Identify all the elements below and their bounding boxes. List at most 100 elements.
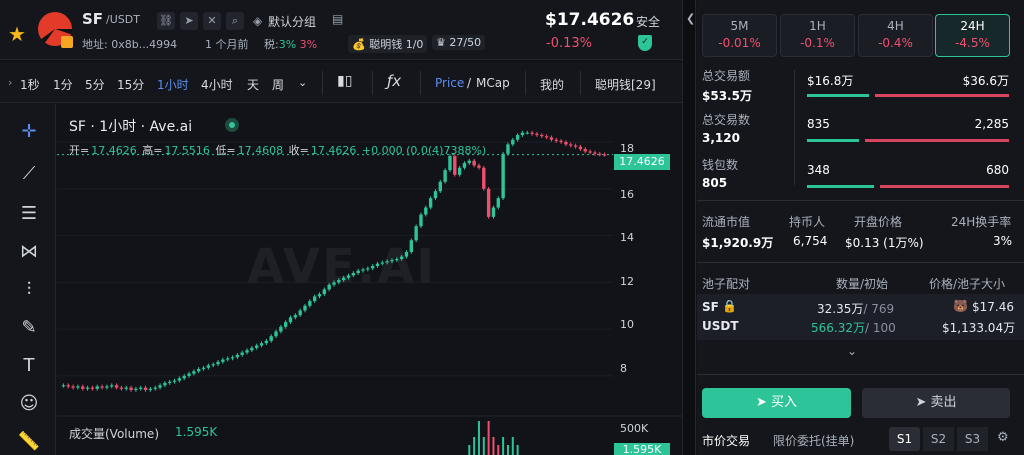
expand-left-icon[interactable]: › xyxy=(8,76,13,89)
wallet-sell-bar xyxy=(880,185,1009,188)
sell-label: 卖出 xyxy=(930,395,957,410)
volume-stat-value: $53.5万 xyxy=(702,89,752,103)
candle xyxy=(525,132,529,134)
stat-tab-label: 24H xyxy=(960,19,985,33)
chevron-down-icon[interactable]: ⌄ xyxy=(847,344,858,358)
smart-money-button[interactable]: 聪明钱[29] xyxy=(595,78,656,92)
pool-amount-sf: 32.35万/ 769 xyxy=(817,300,894,317)
candle xyxy=(201,367,206,369)
fib-icon[interactable]: ☰ xyxy=(20,203,38,224)
current-price: $17.4626 xyxy=(545,10,635,30)
tf-1s[interactable]: 1秒 xyxy=(20,78,40,92)
fx-icon[interactable]: ƒx xyxy=(387,72,402,90)
candle xyxy=(139,387,143,389)
candle xyxy=(71,386,75,388)
candle xyxy=(370,266,375,269)
tf-5m[interactable]: 5分 xyxy=(85,78,105,92)
collapse-icon[interactable]: ❮ xyxy=(686,12,696,25)
stat-tab-label: 1H xyxy=(809,19,826,33)
tf-week[interactable]: 周 xyxy=(272,78,285,92)
smart-money-badge[interactable]: 💰 聪明钱 1/0 xyxy=(348,35,428,53)
tax-label: 税: xyxy=(264,38,279,51)
candle xyxy=(119,387,124,389)
low-value: 17.4608 xyxy=(237,144,284,157)
turnover-value: 3% xyxy=(993,234,1013,248)
open-value: 17.4626 xyxy=(91,144,137,157)
candle xyxy=(85,387,90,389)
volume-bar xyxy=(487,421,490,455)
stat-tab-5m[interactable]: 5M -0.01% xyxy=(702,14,777,57)
last-price-tag: 17.4626 xyxy=(614,154,670,170)
price-mode[interactable]: Price xyxy=(435,76,465,90)
panel-divider[interactable] xyxy=(682,0,696,455)
close-value: 17.4626 xyxy=(310,144,357,157)
slot-s3[interactable]: S3 xyxy=(957,427,988,451)
candle xyxy=(158,385,162,388)
tf-1h[interactable]: 1小时 xyxy=(157,78,189,92)
tf-4h[interactable]: 4小时 xyxy=(201,78,233,92)
pattern-icon[interactable]: ⋈ xyxy=(20,241,38,262)
group-tag[interactable]: 默认分组 xyxy=(268,15,317,29)
candle xyxy=(226,358,230,360)
open-label: 开= xyxy=(69,144,90,157)
chain-icon[interactable]: ⛓ xyxy=(157,12,175,30)
message-icon[interactable]: ▤ xyxy=(332,12,344,26)
brush-icon[interactable]: ✎ xyxy=(21,317,37,338)
trendline-icon[interactable]: ⟋ xyxy=(22,163,36,184)
slot-s2[interactable]: S2 xyxy=(923,427,954,451)
stat-tab-4h[interactable]: 4H -0.4% xyxy=(858,14,933,57)
ruler-icon[interactable]: 📏 xyxy=(17,431,41,452)
candlestick-plot[interactable] xyxy=(57,104,682,455)
price-chart[interactable]: AVE.AI SF · 1小时 · Ave.ai 开= 17.4626 高= 17.… xyxy=(57,104,682,455)
telegram-icon[interactable]: ➤ xyxy=(180,12,198,30)
candles-icon[interactable]: ▮▯ xyxy=(337,73,353,89)
stat-tab-24h[interactable]: 24H -4.5% xyxy=(935,14,1010,57)
tf-15m[interactable]: 15分 xyxy=(117,78,145,92)
token-age: 1 个月前 xyxy=(205,38,249,51)
search-icon[interactable]: ⌕ xyxy=(226,12,244,30)
mine-button[interactable]: 我的 xyxy=(540,78,565,92)
candle xyxy=(351,273,356,276)
tab-limit-order[interactable]: 限价委托(挂单) xyxy=(773,434,855,448)
gear-icon[interactable]: ⚙ xyxy=(997,430,1009,445)
candle xyxy=(530,132,534,134)
turnover-label: 24H换手率 xyxy=(951,215,1012,229)
candle xyxy=(409,240,414,252)
buy-button[interactable]: ➤ 买入 xyxy=(702,388,851,418)
stat-tab-1h[interactable]: 1H -0.1% xyxy=(780,14,855,57)
pool-size-usdt: $1,133.04万 xyxy=(942,321,1016,335)
tab-market-order[interactable]: 市价交易 xyxy=(702,434,751,448)
chevron-down-icon[interactable]: ⌄ xyxy=(298,76,308,89)
volume-bar xyxy=(511,437,514,455)
slot-s1[interactable]: S1 xyxy=(889,427,920,451)
safety-label[interactable]: 安全 xyxy=(636,15,661,29)
candle xyxy=(414,226,418,241)
candle xyxy=(462,163,467,168)
candle xyxy=(593,152,597,154)
chart-toolbar: › 1秒 1分 5分 15分 1小时 4小时 天 周 ⌄ ▮▯ ƒx Price… xyxy=(0,63,682,103)
candle xyxy=(177,378,182,381)
tag-icon[interactable]: ◈ xyxy=(253,14,263,28)
candle xyxy=(250,347,254,351)
star-icon[interactable]: ★ xyxy=(8,22,26,46)
tf-day[interactable]: 天 xyxy=(247,78,260,92)
money-bag-icon: 💰 xyxy=(352,38,366,51)
emoji-icon[interactable]: ☺ xyxy=(19,393,39,414)
y-tick-14: 14 xyxy=(620,231,634,244)
candle xyxy=(143,387,148,390)
holders-rank-badge[interactable]: ♛ 27/50 xyxy=(432,35,486,50)
candle xyxy=(163,382,167,386)
stat-tab-change: -0.01% xyxy=(718,36,761,50)
text-icon[interactable]: T xyxy=(23,355,35,376)
x-icon[interactable]: ✕ xyxy=(203,12,221,30)
contract-address[interactable]: 地址: 0x8b...4994 xyxy=(82,38,178,51)
crosshair-icon[interactable]: ✛ xyxy=(21,121,37,142)
candle xyxy=(95,386,99,389)
shield-icon[interactable]: ✓ xyxy=(638,35,652,51)
tf-1m[interactable]: 1分 xyxy=(53,78,73,92)
pool-initial-value: / 100 xyxy=(865,321,896,335)
volume-buy: $16.8万 xyxy=(807,74,854,88)
measure-icon[interactable]: ⫶ xyxy=(26,279,32,300)
sell-button[interactable]: ➤ 卖出 xyxy=(862,388,1010,418)
mcap-mode[interactable]: MCap xyxy=(476,76,510,90)
